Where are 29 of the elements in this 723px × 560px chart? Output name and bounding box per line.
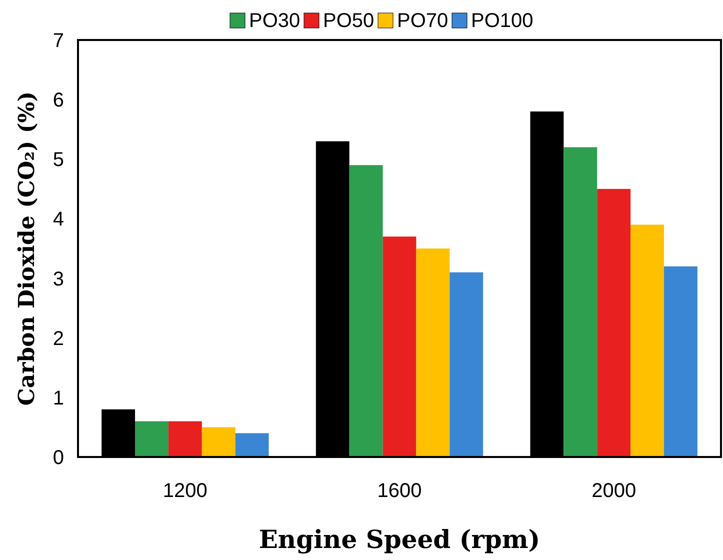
legend-label: PO50 bbox=[323, 10, 374, 32]
bar bbox=[235, 433, 269, 457]
bar bbox=[202, 427, 236, 457]
y-tick-label: 6 bbox=[52, 90, 64, 112]
bar bbox=[664, 266, 698, 457]
legend-label: PO70 bbox=[397, 10, 448, 32]
x-tick-label: 1200 bbox=[162, 480, 208, 502]
y-tick-label: 1 bbox=[52, 387, 64, 410]
bar bbox=[450, 272, 484, 457]
y-tick-label: 5 bbox=[52, 149, 64, 172]
x-tick-label: 2000 bbox=[592, 480, 636, 502]
bar bbox=[135, 421, 168, 457]
bar bbox=[168, 421, 202, 457]
y-tick-label: 4 bbox=[52, 208, 64, 231]
bar bbox=[630, 224, 664, 457]
legend-label: PO30 bbox=[249, 10, 300, 32]
y-tick-label: 2 bbox=[52, 328, 64, 350]
y-tick-label: 7 bbox=[52, 30, 64, 52]
x-axis-title: Engine Speed (rpm) bbox=[258, 525, 540, 554]
y-tick-label: 3 bbox=[52, 268, 64, 290]
y-tick-label: 0 bbox=[52, 447, 64, 469]
legend-label: PO100 bbox=[471, 10, 534, 32]
x-tick-label: 1600 bbox=[377, 480, 422, 502]
y-axis-title: Carbon Dioxide (CO₂) (%) bbox=[14, 91, 40, 406]
bar bbox=[564, 147, 598, 457]
bar bbox=[382, 236, 416, 457]
bar bbox=[349, 165, 383, 457]
bar bbox=[597, 188, 631, 457]
bar bbox=[416, 248, 450, 457]
